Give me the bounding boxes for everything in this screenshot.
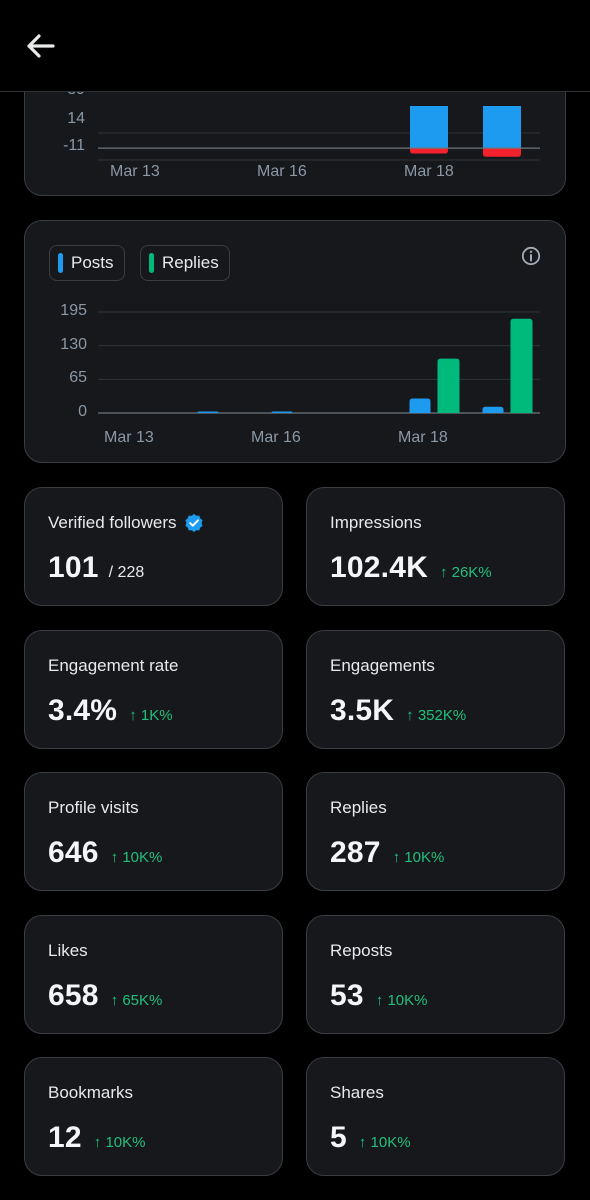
stat-delta: ↑ 10K% [93, 1134, 146, 1151]
stat-card-profile-visits[interactable]: Profile visits 646 ↑ 10K% [24, 772, 283, 891]
bar-posts [482, 406, 504, 413]
legend-swatch-replies [149, 253, 154, 273]
chart-card-posts-replies: Posts Replies 195 130 65 0 Mar 13 Mar 16… [24, 220, 566, 463]
stat-card-impressions[interactable]: Impressions 102.4K ↑ 26K% [306, 487, 565, 606]
legend-label-posts: Posts [71, 253, 114, 272]
bar-replies [437, 358, 460, 413]
bar-replies [510, 318, 533, 413]
stat-value: 102.4K [330, 551, 428, 584]
stat-value-row: 3.4% ↑ 1K% [48, 694, 173, 728]
bar-positive [483, 106, 521, 149]
stat-label-text: Verified followers [48, 513, 177, 532]
stat-delta: ↑ 1K% [129, 707, 173, 724]
arrow-left-icon[interactable] [22, 28, 58, 64]
stat-delta: ↑ 10K% [375, 992, 428, 1009]
x-tick-label: Mar 18 [398, 429, 448, 446]
stat-delta: ↑ 10K% [358, 1134, 411, 1151]
bar-posts [271, 411, 293, 413]
stat-card-shares[interactable]: Shares 5 ↑ 10K% [306, 1057, 565, 1176]
stat-card-replies[interactable]: Replies 287 ↑ 10K% [306, 772, 565, 891]
legend-chip-replies[interactable]: Replies [140, 245, 230, 281]
stat-value: 53 [330, 979, 364, 1012]
stat-card-verified-followers[interactable]: Verified followers 101 / 228 [24, 487, 283, 606]
legend-chip-posts[interactable]: Posts [49, 245, 125, 281]
x-tick-label: Mar 13 [104, 429, 154, 446]
stat-value-row: 102.4K ↑ 26K% [330, 551, 492, 585]
y-tick-label: 14 [67, 110, 85, 127]
x-tick-label: Mar 13 [110, 163, 160, 180]
legend-swatch-posts [58, 253, 63, 273]
stat-total: / 228 [108, 564, 145, 581]
stat-delta: ↑ 352K% [406, 707, 467, 724]
stat-label: Engagements [330, 656, 435, 675]
legend-label-replies: Replies [162, 253, 219, 272]
stat-value-row: 287 ↑ 10K% [330, 836, 444, 870]
y-tick-label: 65 [69, 369, 87, 386]
x-tick-label: Mar 18 [404, 163, 454, 180]
stat-card-reposts[interactable]: Reposts 53 ↑ 10K% [306, 915, 565, 1034]
y-tick-label: -11 [63, 137, 85, 154]
stat-value: 658 [48, 979, 99, 1012]
bar-positive [410, 106, 448, 149]
stat-value-row: 53 ↑ 10K% [330, 979, 427, 1013]
stat-delta: ↑ 10K% [392, 849, 445, 866]
stat-value-row: 658 ↑ 65K% [48, 979, 162, 1013]
stat-card-engagement-rate[interactable]: Engagement rate 3.4% ↑ 1K% [24, 630, 283, 749]
stat-label: Bookmarks [48, 1083, 134, 1102]
bar-posts [409, 398, 431, 413]
stat-label: Impressions [330, 513, 422, 532]
x-tick-label: Mar 16 [257, 163, 307, 180]
stat-value: 12 [48, 1121, 82, 1154]
stat-value-row: 646 ↑ 10K% [48, 836, 162, 870]
info-icon[interactable] [521, 246, 541, 266]
y-tick-label: 0 [78, 403, 87, 420]
stat-label: Engagement rate [48, 656, 179, 675]
stat-value: 646 [48, 836, 99, 869]
stat-value: 287 [330, 836, 381, 869]
stat-card-bookmarks[interactable]: Bookmarks 12 ↑ 10K% [24, 1057, 283, 1176]
stat-value-row: 3.5K ↑ 352K% [330, 694, 466, 728]
stat-delta: ↑ 26K% [439, 564, 492, 581]
stat-value: 5 [330, 1121, 347, 1154]
bar-negative [483, 148, 521, 157]
stat-label: Reposts [330, 941, 393, 960]
stat-label: Likes [48, 941, 88, 960]
bar-negative [410, 148, 448, 154]
stat-card-engagements[interactable]: Engagements 3.5K ↑ 352K% [306, 630, 565, 749]
stat-value-row: 5 ↑ 10K% [330, 1121, 411, 1155]
top-app-bar [0, 0, 590, 92]
y-tick-label: 195 [60, 302, 87, 319]
stat-label: Replies [330, 798, 387, 817]
chart-posts-replies-plot [98, 311, 540, 414]
verified-badge-icon [184, 514, 203, 532]
stat-delta: ↑ 65K% [110, 992, 163, 1009]
stat-value-row: 12 ↑ 10K% [48, 1121, 145, 1155]
y-tick-label: 130 [60, 336, 87, 353]
stat-delta: ↑ 10K% [110, 849, 163, 866]
stat-label: Shares [330, 1083, 384, 1102]
stat-card-likes[interactable]: Likes 658 ↑ 65K% [24, 915, 283, 1034]
stat-value: 3.5K [330, 694, 395, 727]
stat-value: 101 [48, 551, 99, 584]
chart-top-plot [98, 106, 540, 161]
bar-posts [197, 411, 219, 413]
stat-label: Profile visits [48, 798, 139, 817]
stat-value-row: 101 / 228 [48, 551, 144, 585]
x-tick-label: Mar 16 [251, 429, 301, 446]
stat-label: Verified followers [48, 513, 204, 533]
stat-value: 3.4% [48, 694, 118, 727]
